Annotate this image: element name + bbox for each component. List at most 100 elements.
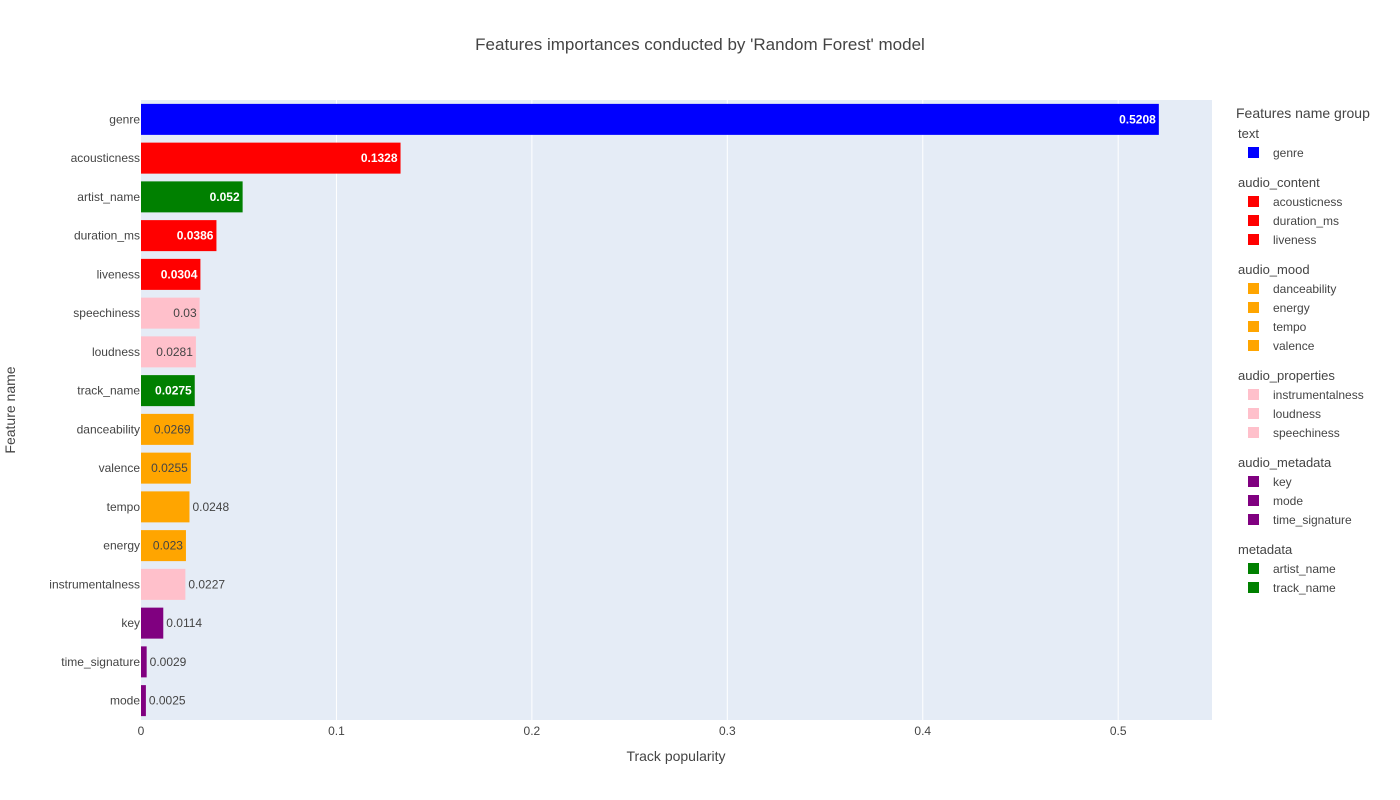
y-tick-label: tempo: [107, 500, 141, 514]
legend-item-label[interactable]: valence: [1273, 339, 1315, 353]
bar: [141, 491, 190, 523]
bar: [141, 413, 194, 445]
legend-swatch[interactable]: [1248, 283, 1259, 294]
x-tick-label: 0.2: [524, 724, 541, 738]
x-tick-label: 0.3: [719, 724, 736, 738]
legend-item-label[interactable]: speechiness: [1273, 426, 1340, 440]
bar: [141, 646, 147, 678]
legend-item-label[interactable]: loudness: [1273, 407, 1321, 421]
legend-item-label[interactable]: instrumentalness: [1273, 388, 1364, 402]
bar: [141, 103, 1159, 135]
x-tick-label: 0.1: [328, 724, 345, 738]
x-tick-label: 0.5: [1110, 724, 1127, 738]
bar: [141, 297, 200, 329]
legend-title: Features name group: [1236, 105, 1370, 121]
y-tick-label: time_signature: [61, 655, 140, 669]
bar-value-label: 0.0281: [156, 345, 193, 359]
bar: [141, 685, 146, 717]
legend-item-label[interactable]: track_name: [1273, 581, 1336, 595]
bar-value-label: 0.0025: [149, 694, 186, 708]
legend-swatch[interactable]: [1248, 582, 1259, 593]
y-tick-label: speechiness: [73, 306, 140, 320]
legend-item-label[interactable]: liveness: [1273, 233, 1316, 247]
y-tick-label: acousticness: [71, 151, 140, 165]
legend-item-label[interactable]: mode: [1273, 494, 1303, 508]
legend-item-label[interactable]: duration_ms: [1273, 214, 1339, 228]
legend-group-title: metadata: [1238, 542, 1293, 557]
legend-swatch[interactable]: [1248, 215, 1259, 226]
bar-value-label: 0.0227: [188, 577, 225, 591]
legend-item-label[interactable]: time_signature: [1273, 513, 1352, 527]
legend-item-label[interactable]: genre: [1273, 146, 1304, 160]
legend-item-label[interactable]: artist_name: [1273, 562, 1336, 576]
y-tick-label: loudness: [92, 345, 140, 359]
legend: Features name group text genre audio_conte…: [1236, 105, 1370, 595]
y-tick-label: danceability: [77, 422, 140, 436]
bar: [141, 568, 186, 600]
y-tick-label: artist_name: [77, 190, 140, 204]
x-tick-labels: 0 0.1 0.2 0.3 0.4 0.5: [138, 724, 1127, 738]
legend-item-label[interactable]: danceability: [1273, 282, 1336, 296]
bar: [141, 530, 186, 562]
bar: [141, 142, 401, 174]
legend-swatch[interactable]: [1248, 147, 1259, 158]
y-tick-label: instrumentalness: [49, 577, 140, 591]
legend-swatch[interactable]: [1248, 563, 1259, 574]
legend-group-title: text: [1238, 126, 1259, 141]
legend-item-label[interactable]: energy: [1273, 301, 1310, 315]
x-gridlines: [335, 100, 1119, 720]
bar: [141, 258, 201, 290]
legend-swatch[interactable]: [1248, 234, 1259, 245]
bar: [141, 375, 195, 407]
legend-item-label[interactable]: acousticness: [1273, 195, 1342, 209]
legend-swatch[interactable]: [1248, 514, 1259, 525]
legend-item-label[interactable]: tempo: [1273, 320, 1307, 334]
bar: [141, 220, 217, 252]
bar-value-label: 0.0304: [161, 267, 198, 281]
x-axis-title: Track popularity: [626, 748, 725, 764]
y-tick-label: mode: [110, 694, 140, 708]
bars: 0.5208 0.1328 0.052 0.0386 0.0304 0.03 0.0281 0…: [141, 103, 1159, 717]
bar: [141, 607, 164, 639]
legend-swatch[interactable]: [1248, 389, 1259, 400]
legend-group-title: audio_mood: [1238, 262, 1310, 277]
legend-swatch[interactable]: [1248, 340, 1259, 351]
legend-swatch[interactable]: [1248, 196, 1259, 207]
legend-group-title: audio_content: [1238, 175, 1320, 190]
y-tick-label: energy: [103, 539, 140, 553]
bar-value-label: 0.1328: [361, 151, 398, 165]
y-tick-label: valence: [99, 461, 141, 475]
y-tick-label: key: [121, 616, 140, 630]
x-tick-label: 0: [138, 724, 145, 738]
legend-swatch[interactable]: [1248, 321, 1259, 332]
plot-area: [141, 100, 1212, 720]
x-tick-label: 0.4: [914, 724, 931, 738]
bar-value-label: 0.023: [153, 539, 183, 553]
bar-value-label: 0.0255: [151, 461, 188, 475]
y-tick-label: duration_ms: [74, 229, 140, 243]
bar-value-label: 0.5208: [1119, 112, 1156, 126]
legend-group-title: audio_properties: [1238, 368, 1335, 383]
bar-value-label: 0.0386: [177, 229, 214, 243]
bar-value-label: 0.0029: [150, 655, 187, 669]
bar: [141, 452, 191, 484]
chart-title: Features importances conducted by 'Rando…: [475, 35, 925, 54]
y-tick-label: track_name: [77, 384, 140, 398]
bar-value-label: 0.0275: [155, 384, 192, 398]
bar-value-label: 0.052: [210, 190, 240, 204]
bar-value-label: 0.0248: [192, 500, 229, 514]
legend-group-title: audio_metadata: [1238, 455, 1332, 470]
legend-swatch[interactable]: [1248, 302, 1259, 313]
y-tick-labels: genre acousticness artist_name duration_msl…: [49, 112, 140, 707]
legend-swatch[interactable]: [1248, 495, 1259, 506]
legend-swatch[interactable]: [1248, 408, 1259, 419]
bar: [141, 181, 243, 213]
bar: [141, 336, 196, 368]
legend-swatch[interactable]: [1248, 476, 1259, 487]
legend-swatch[interactable]: [1248, 427, 1259, 438]
legend-item-label[interactable]: key: [1273, 475, 1292, 489]
y-tick-label: genre: [109, 112, 140, 126]
y-axis-title: Feature name: [2, 366, 18, 453]
y-tick-label: liveness: [97, 267, 140, 281]
